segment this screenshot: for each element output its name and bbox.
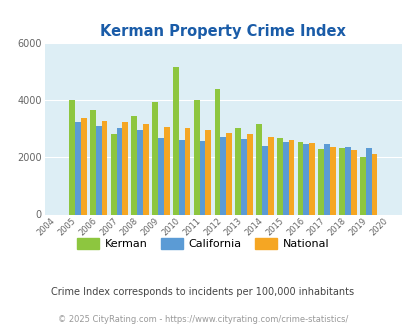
Bar [111, 134, 116, 214]
Bar [329, 147, 335, 214]
Bar [261, 147, 267, 214]
Bar [205, 130, 211, 214]
Bar [226, 133, 231, 214]
Bar [122, 122, 128, 214]
Bar [235, 128, 241, 214]
Bar [214, 89, 220, 214]
Bar [359, 157, 365, 214]
Bar [69, 100, 75, 214]
Bar [344, 147, 350, 214]
Legend: Kerman, California, National: Kerman, California, National [72, 234, 333, 253]
Bar [276, 138, 282, 214]
Bar [101, 121, 107, 214]
Bar [309, 143, 314, 214]
Bar [152, 102, 158, 214]
Bar [241, 139, 246, 214]
Bar [246, 134, 252, 214]
Bar [75, 121, 81, 214]
Bar [81, 118, 86, 214]
Bar [371, 154, 377, 214]
Bar [303, 144, 309, 214]
Bar [338, 148, 344, 214]
Bar [131, 116, 137, 214]
Bar [297, 142, 303, 214]
Title: Kerman Property Crime Index: Kerman Property Crime Index [100, 24, 345, 39]
Bar [158, 138, 164, 214]
Bar [282, 143, 288, 214]
Bar [179, 140, 184, 214]
Bar [164, 127, 169, 214]
Bar [90, 110, 96, 214]
Bar [184, 128, 190, 214]
Bar [350, 149, 356, 214]
Bar [324, 144, 329, 214]
Bar [143, 124, 149, 214]
Bar [318, 149, 324, 214]
Bar [267, 137, 273, 214]
Bar [137, 130, 143, 214]
Bar [220, 137, 226, 214]
Bar [96, 126, 101, 214]
Bar [116, 128, 122, 214]
Bar [193, 100, 199, 214]
Bar [173, 67, 179, 214]
Bar [256, 124, 261, 214]
Text: © 2025 CityRating.com - https://www.cityrating.com/crime-statistics/: © 2025 CityRating.com - https://www.city… [58, 315, 347, 324]
Bar [199, 141, 205, 214]
Bar [288, 140, 294, 214]
Bar [365, 148, 371, 214]
Text: Crime Index corresponds to incidents per 100,000 inhabitants: Crime Index corresponds to incidents per… [51, 287, 354, 297]
